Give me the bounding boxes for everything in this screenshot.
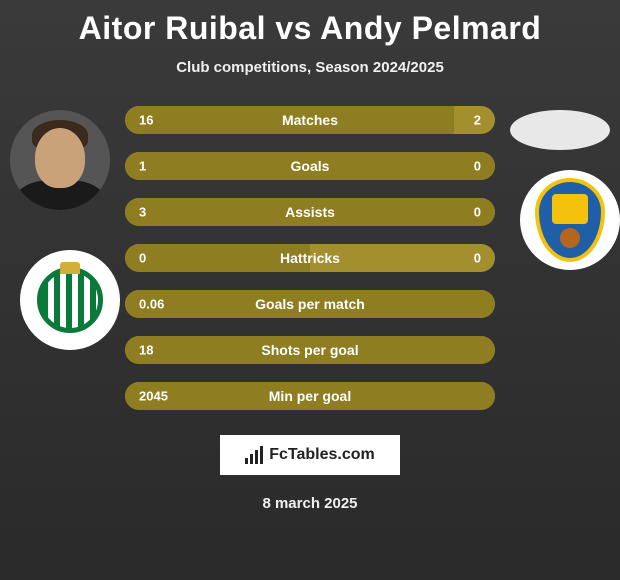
subtitle: Club competitions, Season 2024/2025 <box>0 59 620 76</box>
stat-value-left: 0.06 <box>139 297 164 312</box>
stat-label: Shots per goal <box>125 342 495 358</box>
stat-value-left: 0 <box>139 251 146 266</box>
stat-value-left: 2045 <box>139 389 168 404</box>
stat-value-left: 1 <box>139 159 146 174</box>
stat-row: Goals1 0 <box>125 152 495 180</box>
stat-row: Goals per match0.06 <box>125 290 495 318</box>
stat-label: Matches <box>125 112 495 128</box>
fctables-logo: FcTables.com <box>220 435 400 475</box>
stat-row: Min per goal2045 <box>125 382 495 410</box>
stats-bars: Matches162Goals10Assists30Hattricks00Goa… <box>125 106 495 410</box>
logo-bars-icon <box>245 446 263 464</box>
stat-value-right: 0 <box>474 159 481 174</box>
stat-value-left: 18 <box>139 343 153 358</box>
stat-value-left: 16 <box>139 113 153 128</box>
stat-value-right: 0 <box>474 205 481 220</box>
date-label: 8 march 2025 <box>0 495 620 512</box>
page-title: Aitor Ruibal vs Andy Pelmard <box>0 0 620 47</box>
stat-value-right: 0 <box>474 251 481 266</box>
stat-label: Assists <box>125 204 495 220</box>
stat-label: Goals per match <box>125 296 495 312</box>
stat-label: Hattricks <box>125 250 495 266</box>
stat-row: Hattricks0 0 <box>125 244 495 272</box>
stat-value-left: 3 <box>139 205 146 220</box>
stat-row: Assists3 0 <box>125 198 495 226</box>
stat-label: Min per goal <box>125 388 495 404</box>
stat-value-right: 2 <box>474 113 481 128</box>
stat-row: Matches16 2 <box>125 106 495 134</box>
logo-text: FcTables.com <box>269 446 375 464</box>
stat-row: Shots per goal18 <box>125 336 495 364</box>
stat-label: Goals <box>125 158 495 174</box>
